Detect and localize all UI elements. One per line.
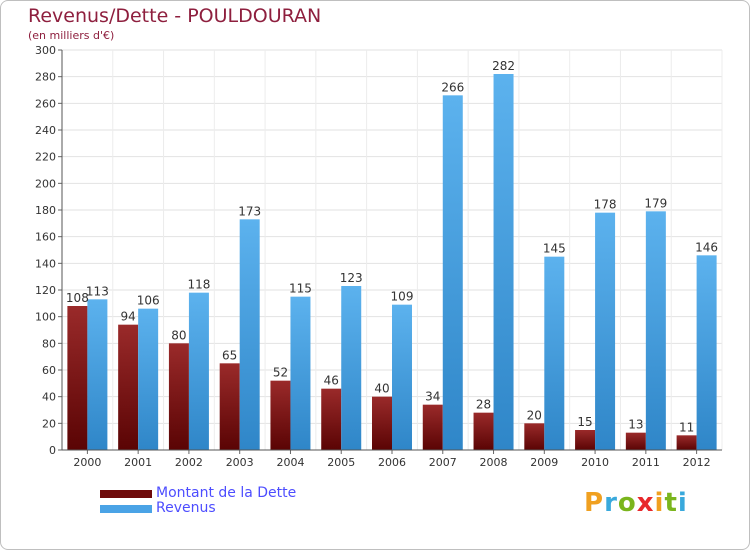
- x-tick-label: 2008: [480, 456, 508, 469]
- value-label-revenus: 118: [187, 278, 210, 292]
- x-tick-label: 2002: [175, 456, 203, 469]
- bar-dette: [473, 412, 494, 450]
- value-label-revenus: 123: [340, 271, 363, 285]
- value-label-revenus: 115: [289, 282, 312, 296]
- value-label-revenus: 146: [695, 240, 718, 254]
- bar-dette: [676, 435, 697, 450]
- x-tick-label: 2001: [124, 456, 152, 469]
- legend-swatch-debt: [100, 490, 152, 498]
- y-tick-label: 20: [42, 417, 56, 430]
- value-label-dette: 52: [273, 366, 288, 380]
- y-tick-label: 140: [35, 257, 56, 270]
- value-label-dette: 80: [171, 328, 186, 342]
- bar-dette: [372, 396, 392, 450]
- value-label-revenus: 173: [238, 204, 261, 218]
- y-tick-label: 240: [35, 124, 56, 137]
- y-tick-label: 120: [35, 284, 56, 297]
- bar-dette: [422, 404, 443, 450]
- value-label-dette: 40: [374, 382, 389, 396]
- logo-letter: i: [654, 488, 665, 518]
- bar-revenus: [290, 296, 311, 450]
- bar-revenus: [138, 308, 159, 450]
- bar-dette: [219, 363, 240, 450]
- bar-revenus: [595, 212, 616, 450]
- logo-letter: i: [677, 488, 688, 518]
- bar-revenus: [392, 304, 412, 450]
- bar-dette: [168, 343, 189, 450]
- value-label-revenus: 178: [594, 198, 617, 212]
- x-tick-label: 2009: [530, 456, 558, 469]
- x-tick-label: 2004: [276, 456, 304, 469]
- bar-dette: [270, 380, 291, 450]
- y-tick-label: 300: [35, 44, 56, 57]
- bar-dette: [321, 388, 342, 450]
- value-label-dette: 94: [121, 310, 136, 324]
- value-label-dette: 15: [577, 415, 592, 429]
- y-tick-label: 280: [35, 71, 56, 84]
- x-tick-label: 2012: [683, 456, 711, 469]
- y-tick-label: 220: [35, 151, 56, 164]
- y-tick-label: 260: [35, 97, 56, 110]
- value-label-dette: 11: [679, 420, 694, 434]
- value-label-dette: 46: [324, 374, 339, 388]
- value-label-revenus: 106: [137, 294, 160, 308]
- x-tick-label: 2006: [378, 456, 406, 469]
- value-label-revenus: 145: [543, 242, 566, 256]
- bar-revenus: [239, 219, 260, 450]
- x-tick-label: 2005: [327, 456, 355, 469]
- value-label-revenus: 113: [86, 284, 109, 298]
- bar-revenus: [87, 299, 108, 450]
- proxiti-logo: Proxiti: [584, 488, 688, 518]
- logo-letter: t: [664, 488, 678, 518]
- bar-dette: [118, 324, 139, 450]
- legend-swatch-revenus: [100, 505, 152, 513]
- value-label-dette: 13: [628, 418, 643, 432]
- value-label-dette: 34: [425, 390, 440, 404]
- bar-revenus: [645, 211, 666, 450]
- bar-revenus: [341, 286, 362, 450]
- bar-dette: [524, 423, 545, 450]
- y-tick-label: 0: [49, 444, 56, 457]
- value-label-dette: 28: [476, 398, 491, 412]
- y-tick-label: 200: [35, 177, 56, 190]
- logo-letter: o: [617, 488, 637, 518]
- x-tick-label: 2007: [429, 456, 457, 469]
- chart-title: Revenus/Dette - POULDOURAN: [28, 5, 322, 27]
- x-tick-label: 2010: [581, 456, 609, 469]
- bar-revenus: [493, 74, 514, 450]
- bar-revenus: [544, 256, 565, 450]
- y-tick-label: 80: [42, 337, 56, 350]
- bar-revenus: [442, 95, 463, 450]
- bar-revenus: [188, 292, 209, 450]
- value-label-revenus: 179: [644, 196, 667, 210]
- bar-dette: [67, 306, 88, 450]
- bar-dette: [575, 430, 596, 450]
- value-label-dette: 20: [527, 408, 542, 422]
- value-label-dette: 108: [66, 291, 89, 305]
- y-tick-label: 40: [42, 391, 56, 404]
- y-tick-label: 160: [35, 231, 56, 244]
- legend-label-revenus: Revenus: [156, 500, 216, 516]
- y-tick-label: 180: [35, 204, 56, 217]
- x-tick-label: 2003: [226, 456, 254, 469]
- legend-label-debt: Montant de la Dette: [156, 485, 297, 501]
- chart-subtitle: (en milliers d'€): [28, 29, 115, 42]
- logo-letter: r: [604, 488, 618, 518]
- bar-dette: [625, 432, 646, 450]
- logo-letter: x: [636, 488, 655, 518]
- value-label-revenus: 282: [492, 59, 515, 73]
- value-label-revenus: 109: [391, 290, 414, 304]
- y-tick-label: 100: [35, 311, 56, 324]
- y-tick-label: 60: [42, 364, 56, 377]
- value-label-dette: 65: [222, 348, 237, 362]
- value-label-revenus: 266: [441, 80, 464, 94]
- bar-revenus: [696, 255, 717, 450]
- logo-letter: P: [584, 488, 605, 518]
- x-tick-label: 2011: [632, 456, 660, 469]
- x-tick-label: 2000: [73, 456, 101, 469]
